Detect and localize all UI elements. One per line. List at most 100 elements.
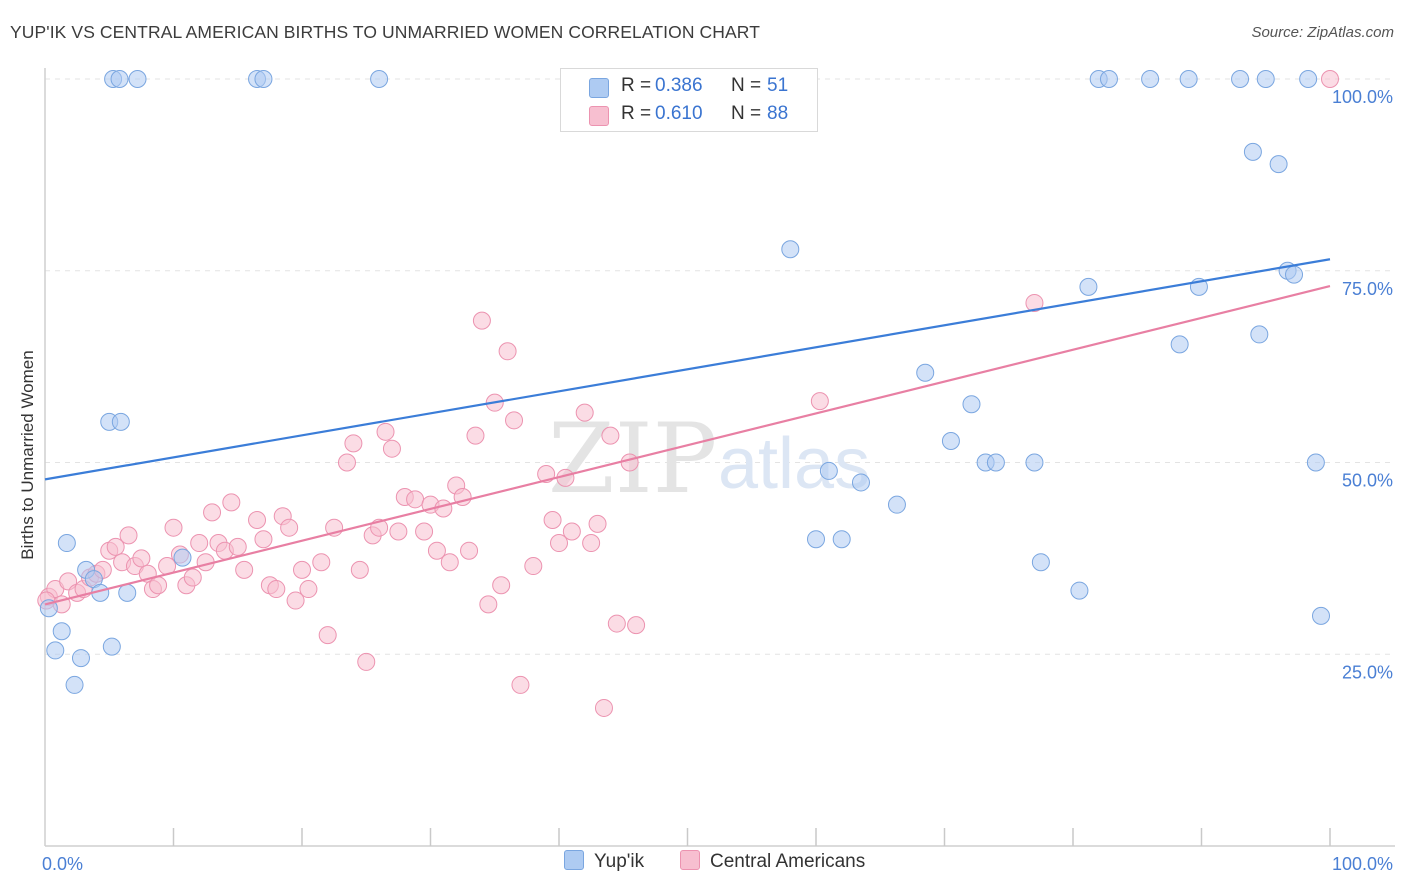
bottom-legend-yupik: Yup'ik xyxy=(564,850,644,873)
point-central-americans xyxy=(344,434,363,453)
point-central-americans xyxy=(1025,293,1044,312)
bottom-legend-central-americans: Central Americans xyxy=(680,850,865,873)
point-central-americans xyxy=(190,534,209,553)
point-central-americans xyxy=(479,595,498,614)
point-central-americans xyxy=(267,580,286,599)
point-yupik xyxy=(1312,606,1331,625)
point-yupik xyxy=(39,599,58,618)
point-central-americans xyxy=(550,534,568,553)
x-tick-label: 0.0% xyxy=(42,854,83,874)
point-yupik xyxy=(254,70,273,88)
point-central-americans xyxy=(492,576,511,595)
point-central-americans xyxy=(280,518,299,537)
point-yupik xyxy=(1079,277,1098,296)
point-central-americans xyxy=(1321,70,1339,88)
trendline-yupik xyxy=(44,258,1331,481)
point-yupik xyxy=(1070,581,1089,600)
watermark: ZIP atlas xyxy=(548,403,870,515)
legend-n-label: N = xyxy=(731,75,762,96)
point-yupik xyxy=(1243,142,1262,161)
point-central-americans xyxy=(286,591,305,610)
legend-row-yupik: R = 0.386 N = 51 xyxy=(561,75,817,103)
point-central-americans xyxy=(498,342,517,361)
point-central-americans xyxy=(164,518,183,537)
point-yupik xyxy=(781,240,800,259)
point-central-americans xyxy=(222,493,241,512)
point-yupik xyxy=(57,534,76,553)
point-central-americans xyxy=(562,522,581,541)
point-yupik xyxy=(1299,70,1318,88)
trendline-central-americans xyxy=(44,285,1331,606)
chart-title: YUP'IK VS CENTRAL AMERICAN BIRTHS TO UNM… xyxy=(10,22,760,42)
point-central-americans xyxy=(524,557,543,576)
point-central-americans xyxy=(543,511,562,530)
point-yupik xyxy=(1231,70,1250,88)
point-yupik xyxy=(1099,70,1118,88)
point-central-americans xyxy=(588,514,607,533)
legend-n-value: 51 xyxy=(767,75,789,96)
point-central-americans xyxy=(594,698,613,717)
point-central-americans xyxy=(228,537,247,556)
point-yupik xyxy=(102,637,121,656)
y-tick-label: 50.0% xyxy=(1342,471,1393,491)
point-central-americans xyxy=(248,511,267,530)
point-central-americans xyxy=(337,453,356,472)
point-central-americans xyxy=(415,522,434,541)
point-central-americans xyxy=(601,426,620,445)
point-yupik xyxy=(887,495,906,514)
point-central-americans xyxy=(183,568,202,587)
point-central-americans xyxy=(620,453,639,472)
point-central-americans xyxy=(235,560,254,579)
legend-row-central-americans: R = 0.610 N = 88 xyxy=(561,103,817,131)
point-central-americans xyxy=(440,553,459,572)
x-tick-label: 100.0% xyxy=(1332,854,1393,874)
point-central-americans xyxy=(434,499,453,518)
bottom-legend-label-yupik: Yup'ik xyxy=(594,851,645,872)
point-yupik xyxy=(110,70,129,88)
y-tick-label: 100.0% xyxy=(1332,87,1393,107)
y-tick-label: 75.0% xyxy=(1342,279,1393,299)
y-axis-label: Births to Unmarried Women xyxy=(18,350,37,560)
bottom-legend-label-central-americans: Central Americans xyxy=(710,851,866,872)
point-yupik xyxy=(370,70,389,88)
point-yupik xyxy=(1250,325,1269,344)
point-central-americans xyxy=(312,553,331,572)
point-yupik xyxy=(1256,70,1275,88)
point-yupik xyxy=(128,70,147,88)
point-central-americans xyxy=(318,626,337,645)
point-central-americans xyxy=(472,311,491,330)
legend-r-value: 0.386 xyxy=(655,75,703,96)
legend-r-label: R = xyxy=(621,75,652,96)
legend-swatch-central-americans xyxy=(589,106,609,126)
point-central-americans xyxy=(582,534,601,553)
point-yupik xyxy=(807,530,825,549)
point-yupik xyxy=(1031,553,1050,572)
point-central-americans xyxy=(427,541,446,560)
point-central-americans xyxy=(350,560,369,579)
watermark-atlas: atlas xyxy=(718,424,870,504)
point-yupik xyxy=(118,583,137,602)
point-yupik xyxy=(819,461,838,480)
legend-n-value: 88 xyxy=(767,103,789,124)
point-central-americans xyxy=(293,560,311,579)
point-central-americans xyxy=(357,652,376,671)
point-yupik xyxy=(1179,70,1198,88)
bottom-legend-swatch-yupik xyxy=(564,850,584,870)
point-central-americans xyxy=(505,411,524,430)
point-central-americans xyxy=(466,426,485,445)
point-yupik xyxy=(962,395,981,414)
point-central-americans xyxy=(382,439,401,458)
point-central-americans xyxy=(575,403,594,422)
point-yupik xyxy=(851,473,870,492)
point-yupik xyxy=(1025,453,1044,472)
point-yupik xyxy=(832,530,851,549)
point-central-americans xyxy=(132,549,151,568)
point-yupik xyxy=(52,622,71,641)
point-central-americans xyxy=(406,490,425,509)
legend-swatch-yupik xyxy=(589,78,609,98)
point-central-americans xyxy=(810,392,829,411)
point-central-americans xyxy=(106,537,125,556)
point-yupik xyxy=(1141,70,1160,88)
point-yupik xyxy=(173,548,192,567)
